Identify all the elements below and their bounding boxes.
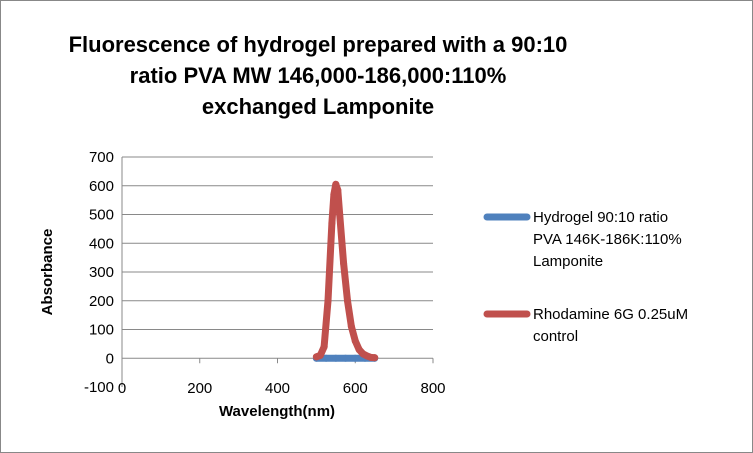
series-line-1 — [312, 180, 379, 362]
data-point — [351, 337, 359, 345]
legend: Hydrogel 90:10 ratio PVA 146K-186K:110% La… — [483, 209, 688, 345]
data-point — [336, 211, 344, 218]
x-tick-label: 0 — [118, 380, 126, 397]
x-tick-label: 200 — [187, 380, 212, 397]
y-tick-label: 700 — [89, 149, 114, 166]
data-point — [371, 354, 379, 362]
x-tick-label: 400 — [265, 380, 290, 397]
legend-label: Lamponite — [533, 253, 603, 270]
data-point — [334, 186, 342, 194]
chart-title-line: Fluorescence of hydrogel prepared with a… — [69, 32, 568, 57]
data-point — [332, 180, 340, 188]
legend-label: PVA 146K-186K:110% — [533, 231, 682, 248]
data-point — [332, 354, 340, 362]
x-tick-label: 800 — [420, 380, 445, 397]
y-tick-label: -100 — [84, 379, 114, 396]
data-point — [316, 351, 324, 359]
chart-title-line: exchanged Lamponite — [202, 94, 434, 119]
data-point — [340, 259, 348, 267]
data-point — [347, 323, 355, 331]
data-point — [342, 354, 350, 362]
x-axis-label: Wavelength(nm) — [219, 403, 335, 420]
y-tick-label: 500 — [89, 207, 114, 224]
data-point — [324, 297, 332, 305]
data-point — [322, 354, 330, 362]
data-point — [320, 343, 328, 351]
x-tick-label: 600 — [343, 380, 368, 397]
y-tick-label: 600 — [89, 178, 114, 195]
y-tick-label: 100 — [89, 322, 114, 339]
chart-title: Fluorescence of hydrogel prepared with a… — [69, 32, 568, 119]
y-tick-label: 200 — [89, 293, 114, 310]
y-tick-label: 400 — [89, 235, 114, 252]
y-tick-label: 0 — [106, 350, 114, 367]
legend-label: Hydrogel 90:10 ratio — [533, 209, 668, 226]
data-point — [351, 354, 359, 362]
y-axis-label: Absorbance — [39, 229, 56, 316]
y-tick-label: 300 — [89, 264, 114, 281]
legend-label: Rhodamine 6G 0.25uM — [533, 306, 688, 323]
data-point — [328, 219, 336, 227]
data-point — [343, 297, 351, 305]
chart-title-line: ratio PVA MW 146,000-186,000:110% — [130, 63, 507, 88]
legend-label: control — [533, 328, 578, 345]
